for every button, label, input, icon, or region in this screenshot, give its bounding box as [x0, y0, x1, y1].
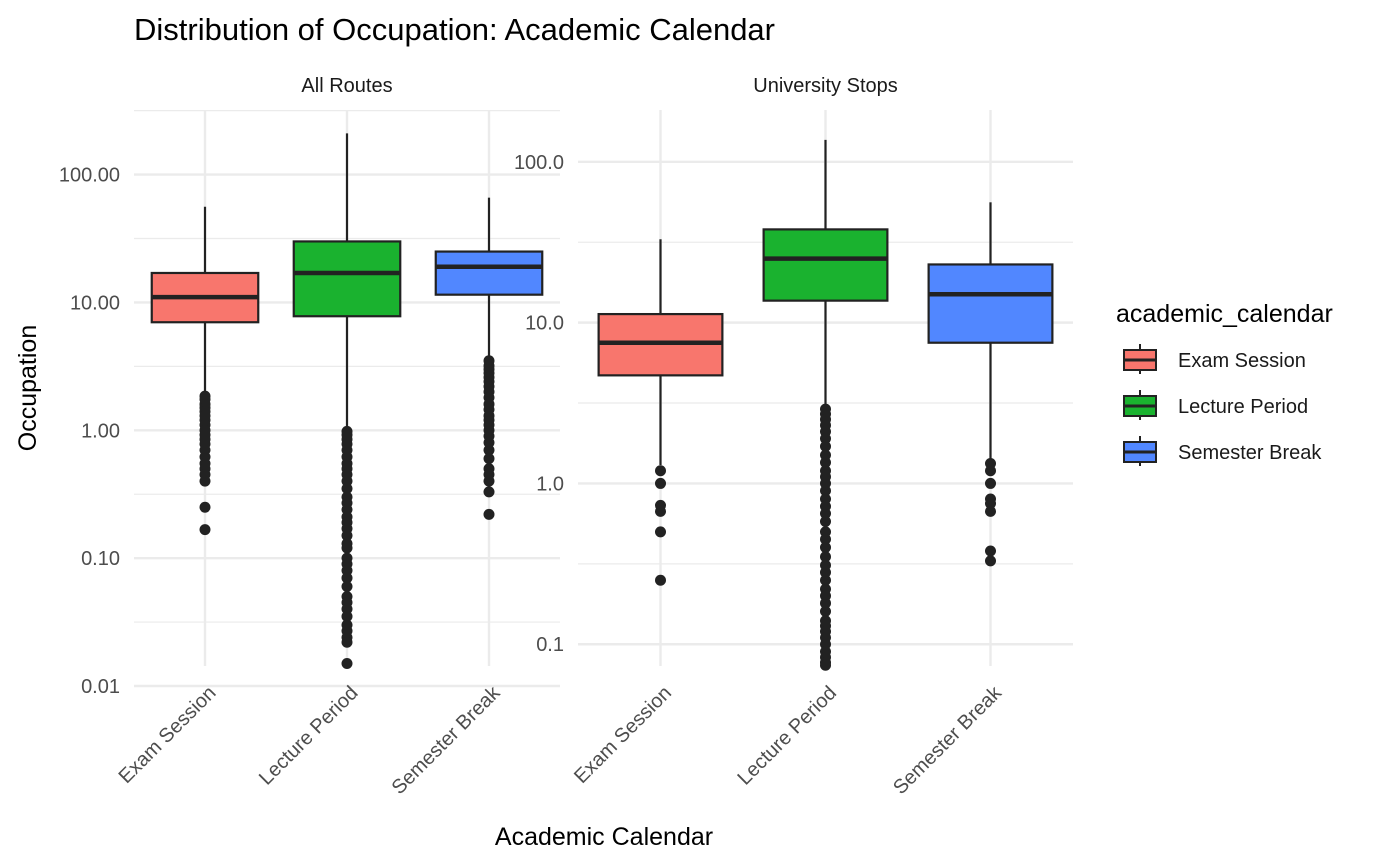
outlier-point: [820, 605, 831, 617]
outlier-point: [985, 465, 996, 477]
outlier-point: [985, 498, 996, 510]
outlier-point: [483, 444, 495, 456]
outlier-point: [820, 566, 831, 578]
outlier-point: [655, 465, 666, 477]
outlier-point: [655, 574, 666, 586]
outlier-point: [820, 574, 831, 586]
outlier-point: [820, 533, 831, 545]
outlier-point: [341, 581, 353, 593]
outlier-point: [483, 508, 495, 520]
outlier-point: [483, 475, 495, 487]
y-tick-label: 10.00: [70, 292, 120, 314]
box-iqr: [927, 263, 1054, 344]
panel-university-stops: University Stops 0.1 1.0 10.0 100.0 Exam Sess…: [514, 75, 1073, 799]
box-lecture-period: [292, 133, 402, 669]
outlier-point: [341, 572, 353, 584]
y-tick-label: 100.00: [59, 165, 120, 187]
outlier-point: [199, 501, 211, 513]
box-exam-session: [150, 206, 260, 536]
y-tick-label: 0.10: [81, 548, 120, 570]
box-iqr: [292, 240, 402, 318]
strip-label: University Stops: [753, 75, 898, 97]
box-semester-break: [434, 197, 544, 520]
outlier-point: [655, 477, 666, 489]
y-tick-label: 1.00: [81, 420, 120, 442]
chart-title: Distribution of Occupation: Academic Cal…: [134, 12, 775, 47]
legend-item-exam-session: Exam Session: [1123, 344, 1306, 374]
box-exam-session: [597, 239, 724, 586]
panel-all-routes: All Routes 0.01 0.10 1.00 10.00 100.00 Exam Se…: [59, 75, 560, 799]
box-lecture-period: [762, 139, 889, 671]
x-tick-label: Semester Break: [889, 681, 1007, 799]
strip-label: All Routes: [301, 75, 392, 97]
y-tick-label: 1.0: [536, 473, 564, 495]
outlier-point: [655, 505, 666, 517]
outlier-point: [820, 659, 831, 671]
box-iqr: [434, 250, 544, 296]
outlier-point: [985, 505, 996, 517]
outlier-point: [655, 526, 666, 538]
outlier-point: [985, 545, 996, 557]
outlier-point: [820, 456, 831, 468]
y-tick-label: 10.0: [525, 313, 564, 335]
outlier-point: [820, 485, 831, 497]
legend-item-lecture-period: Lecture Period: [1123, 390, 1308, 420]
outlier-point: [820, 515, 831, 527]
legend-label: Semester Break: [1178, 442, 1322, 464]
outlier-point: [820, 597, 831, 609]
legend-item-semester-break: Semester Break: [1123, 436, 1322, 466]
x-tick-label: Lecture Period: [255, 682, 363, 790]
box-semester-break: [927, 202, 1054, 567]
legend: academic_calendar Exam Session Lecture Pe…: [1116, 300, 1333, 466]
outlier-point: [985, 555, 996, 567]
outlier-point: [985, 477, 996, 489]
y-tick-label: 0.1: [536, 634, 564, 656]
outlier-point: [820, 440, 831, 452]
x-axis-title: Academic Calendar: [495, 823, 713, 851]
outlier-point: [199, 475, 211, 487]
outlier-point: [820, 541, 831, 553]
outlier-point: [483, 486, 495, 498]
outlier-point: [199, 524, 211, 536]
x-tick-label: Exam Session: [570, 682, 676, 788]
legend-label: Lecture Period: [1178, 396, 1308, 418]
outlier-point: [341, 542, 353, 554]
x-tick-label: Lecture Period: [734, 682, 842, 790]
outlier-point: [820, 508, 831, 520]
outlier-point: [820, 551, 831, 563]
outlier-point: [341, 657, 353, 669]
legend-label: Exam Session: [1178, 350, 1306, 372]
outlier-point: [820, 433, 831, 445]
box-iqr: [762, 228, 889, 302]
facet-panels: All Routes 0.01 0.10 1.00 10.00 100.00 Exam Se…: [59, 75, 1073, 799]
y-tick-label: 0.01: [81, 676, 120, 698]
x-tick-label: Semester Break: [388, 681, 506, 799]
outlier-point: [341, 610, 353, 622]
y-tick-label: 100.0: [514, 152, 564, 174]
outlier-point: [341, 530, 353, 542]
legend-title: academic_calendar: [1116, 300, 1333, 328]
x-tick-label: Exam Session: [115, 682, 221, 788]
outlier-point: [341, 483, 353, 495]
outlier-point: [341, 636, 353, 648]
outlier-point: [483, 453, 495, 465]
y-axis-title: Occupation: [14, 325, 42, 451]
